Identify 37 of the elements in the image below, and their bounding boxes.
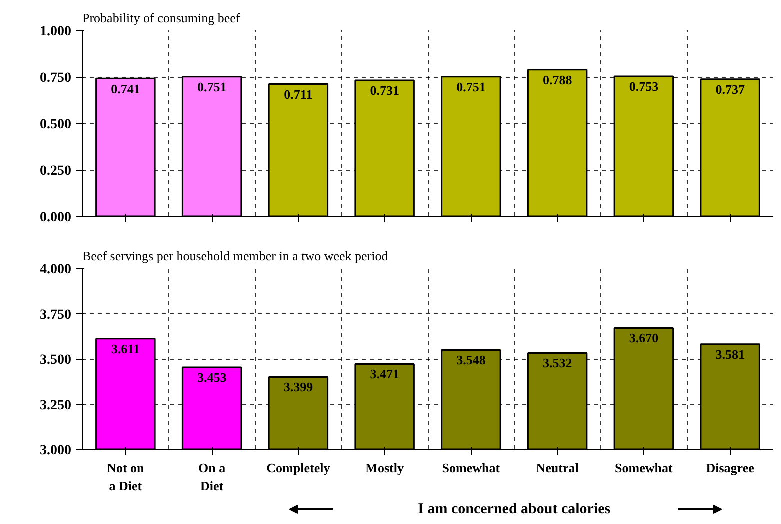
data-label: 3.581 <box>716 346 745 362</box>
y-tick-label: 0.000 <box>40 210 72 226</box>
x-tick-label: Somewhat <box>442 460 501 476</box>
data-label: 0.788 <box>542 72 573 88</box>
data-label: 3.548 <box>456 352 486 368</box>
x-axis-title: I am concerned about calories <box>418 502 611 518</box>
data-label: 0.751 <box>456 79 486 94</box>
data-label: 0.711 <box>284 86 313 102</box>
x-tick-label: On a Diet <box>198 460 226 494</box>
x-tick-label: Neutral <box>536 460 580 476</box>
data-label: 0.751 <box>197 79 227 94</box>
data-label: 0.737 <box>716 82 746 97</box>
x-tick-label: Completely <box>266 460 331 476</box>
chart-title: Probability of consuming beef <box>82 10 241 26</box>
y-tick-label: 3.000 <box>40 444 72 458</box>
y-tick-label: 0.750 <box>40 71 72 86</box>
y-tick-label: 3.250 <box>40 398 72 414</box>
data-label: 3.399 <box>284 380 314 395</box>
data-label: 0.741 <box>111 81 140 96</box>
data-label: 0.753 <box>629 79 660 94</box>
data-label: 3.453 <box>197 370 228 385</box>
y-tick-label: 3.500 <box>40 353 72 368</box>
chart-title: Beef servings per household member in a two week period <box>82 248 389 264</box>
data-label: 3.611 <box>111 341 140 356</box>
data-label: 3.532 <box>542 356 572 371</box>
y-tick-label: 0.500 <box>40 118 72 132</box>
y-tick-label: 4.000 <box>40 262 72 278</box>
data-label: 3.670 <box>629 330 659 346</box>
y-tick-label: 1.000 <box>40 24 72 40</box>
x-tick-label: Not on a Diet <box>107 460 146 494</box>
y-tick-label: 0.250 <box>40 164 72 179</box>
data-label: 3.471 <box>370 366 400 382</box>
y-tick-label: 3.750 <box>40 308 72 323</box>
x-tick-label: Somewhat <box>615 460 674 476</box>
x-tick-label: Disagree <box>706 460 755 476</box>
data-label: 0.731 <box>370 83 400 98</box>
x-tick-label: Mostly <box>366 460 404 476</box>
